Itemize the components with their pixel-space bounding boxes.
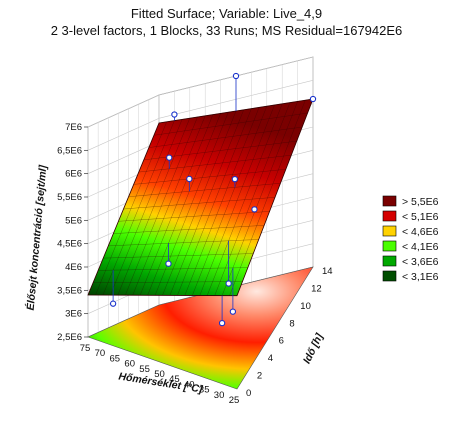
x-axis-ticks: 75 70 65 60 55 50 45 40 35 30 25 [80,343,240,406]
surface-mesh-line [229,100,306,296]
legend-swatch [382,195,397,207]
legend-swatch [382,270,397,282]
contour-floor [87,266,314,390]
legend-swatch [382,255,397,267]
x-tick-label: 45 [169,374,180,385]
legend-label: < 5,1E6 [402,211,439,223]
z-tick-label: 6,5E6 [57,145,82,156]
data-point [218,319,226,327]
y-tick-label: 4 [268,353,273,364]
y-tick-label: 10 [300,301,311,312]
x-tick-label: 35 [199,385,210,396]
chart-title: Fitted Surface; Variable: Live_4,9 [130,6,323,21]
data-point [186,175,193,183]
x-tick-label: 30 [214,390,225,401]
legend-label: < 4,6E6 [402,226,439,238]
surface-mesh-line [214,102,291,296]
x-tick-label: 65 [110,353,121,364]
surface-mesh-line [184,107,260,296]
surface-mesh-line [133,168,286,185]
z-tick-label: 6E6 [65,169,82,180]
data-point [171,111,178,118]
z-tick-label: 2,5E6 [57,332,82,343]
surface-mesh-line [102,120,175,296]
legend-swatch [382,240,397,252]
surface-mesh-line [147,113,221,296]
x-tick-label: 60 [124,359,135,370]
z-tick-label: 3E6 [65,309,82,320]
x-tick-label: 55 [139,364,150,375]
surface-mesh-line [123,197,276,210]
x-tick-label: 25 [229,395,240,406]
surface-mesh-line [128,183,281,197]
surface-mesh-line [118,211,270,222]
legend-label: > 5,5E6 [402,196,439,208]
surface-mesh-line [162,110,237,296]
surface-mesh-line [117,118,191,296]
z-tick-label: 3,5E6 [57,285,82,296]
data-point [229,308,237,315]
legend-swatch [382,210,397,222]
legend-label: < 3,6E6 [402,256,439,268]
surface-mesh-line [125,116,198,296]
z-tick-label: 5E6 [65,215,82,226]
z-tick-label: 5,5E6 [57,192,82,203]
floor-contour [87,266,314,390]
y-tick-label: 14 [322,266,333,277]
y-tick-label: 8 [289,318,294,329]
data-point [309,95,317,103]
data-point [231,175,239,183]
surface-mesh-line [199,104,275,296]
observed-points [109,72,317,327]
surface-mesh-line [108,239,259,247]
surface-mesh-line [206,103,283,296]
data-point [166,154,173,161]
y-axis-label: Idő [h] [301,331,326,366]
y-tick-label: 2 [257,371,262,382]
legend: > 5,5E6 < 5,1E6 < 4,6E6 < 4,1E6 < 3,6E6 < 3,1… [382,195,439,283]
surface-mesh-line [192,106,268,296]
surface-mesh-line [132,115,206,296]
z-axis-ticks: 2,5E6 3E6 3,5E6 4E6 4,5E6 5E6 5,5E6 6E6 6,5E6 7E6 [57,122,88,343]
surface-mesh-line [169,109,244,296]
z-tick-label: 4,5E6 [57,239,82,250]
surface-mesh-line [148,126,303,148]
z-axis-label: Élősejt koncentráció [sejt/ml] [24,164,50,311]
x-tick-label: 70 [95,348,106,359]
surface-mesh-line [95,121,167,296]
data-point [251,206,258,213]
y-tick-label: 0 [246,388,251,399]
data-point [225,280,232,287]
surface-mesh-line [113,225,265,234]
data-point [232,72,240,80]
chart-subtitle: 2 3-level factors, 1 Blocks, 33 Runs; MS… [50,23,403,38]
x-tick-label: 50 [154,369,165,380]
y-tick-label: 12 [311,283,322,294]
legend-label: < 3,1E6 [402,271,439,283]
y-tick-label: 6 [279,336,284,347]
data-point [109,300,117,307]
surface-mesh-line [221,101,298,296]
surface-mesh-line [139,114,214,296]
surface-mesh-line [87,122,160,296]
surface-mesh-line [153,112,308,136]
surface-mesh-line [93,281,243,283]
x-tick-label: 75 [80,343,91,354]
legend-label: < 4,1E6 [402,241,439,253]
surface-mesh-line [110,119,183,296]
surface-mesh-line [98,267,248,271]
surface-mesh-line [236,98,314,296]
x-tick-label: 40 [184,379,195,390]
z-tick-label: 7E6 [65,122,82,133]
legend-swatch [382,225,397,237]
data-point [165,260,172,267]
surface-mesh-line [138,154,292,173]
surface-mesh-line [177,108,252,296]
z-tick-label: 4E6 [65,262,82,273]
